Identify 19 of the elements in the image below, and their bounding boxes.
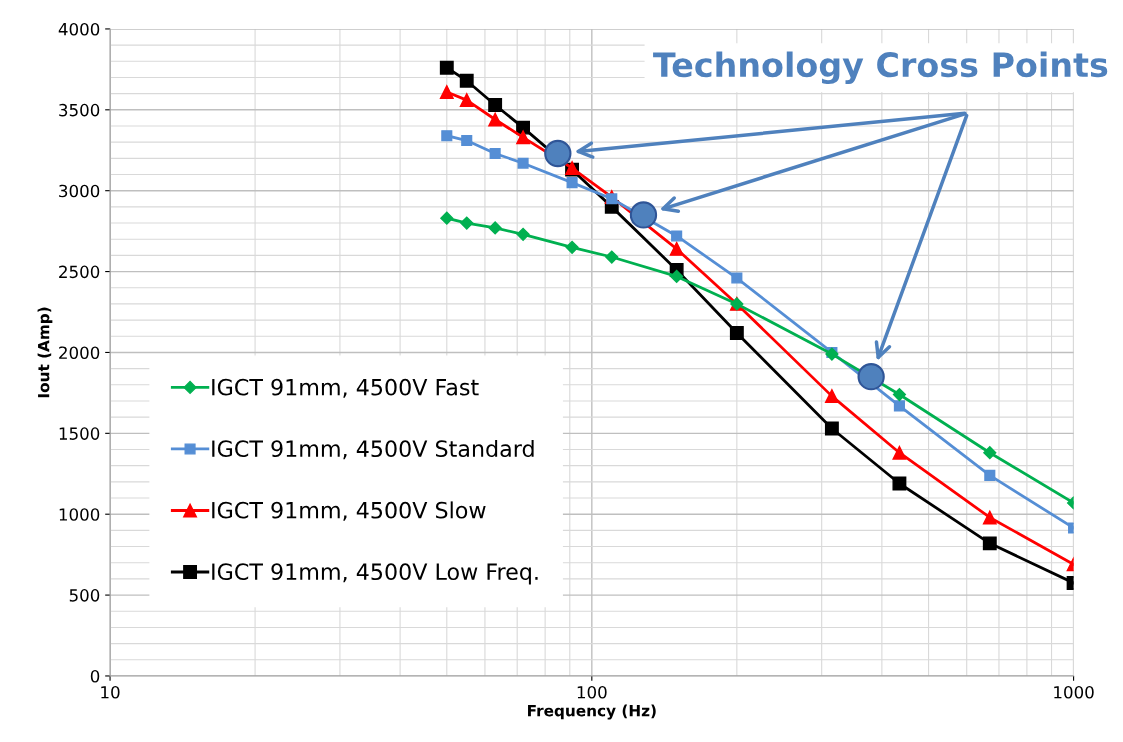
legend-label: IGCT 91mm, 4500V Slow	[212, 501, 486, 521]
legend-label: IGCT 91mm, 4500V Low Freq.	[212, 563, 538, 585]
x-axis-title: Frequency (Hz)	[528, 704, 656, 720]
annotation: Technology Cross Points	[653, 51, 1108, 85]
legend-label: IGCT 91mm, 4500V Fast	[212, 378, 479, 398]
y-axis-title: Iout (Amp)	[37, 307, 53, 398]
x-tick-label: 10	[101, 685, 120, 699]
y-tick-label: 1000	[59, 508, 100, 521]
y-tick-label: 2000	[59, 346, 100, 360]
x-tick-label: 100	[577, 685, 607, 699]
y-tick-label: 4000	[58, 22, 100, 36]
x-tick-label: 1000	[1054, 685, 1094, 699]
y-tick-label: 1500	[59, 427, 100, 440]
y-tick-label: 500	[69, 589, 100, 602]
y-tick-label: 0	[90, 669, 100, 683]
y-tick-label: 3500	[59, 103, 100, 117]
y-tick-label: 2500	[59, 265, 100, 279]
legend-label: IGCT 91mm, 4500V Standard	[212, 439, 534, 460]
y-tick-label: 3000	[59, 184, 100, 198]
